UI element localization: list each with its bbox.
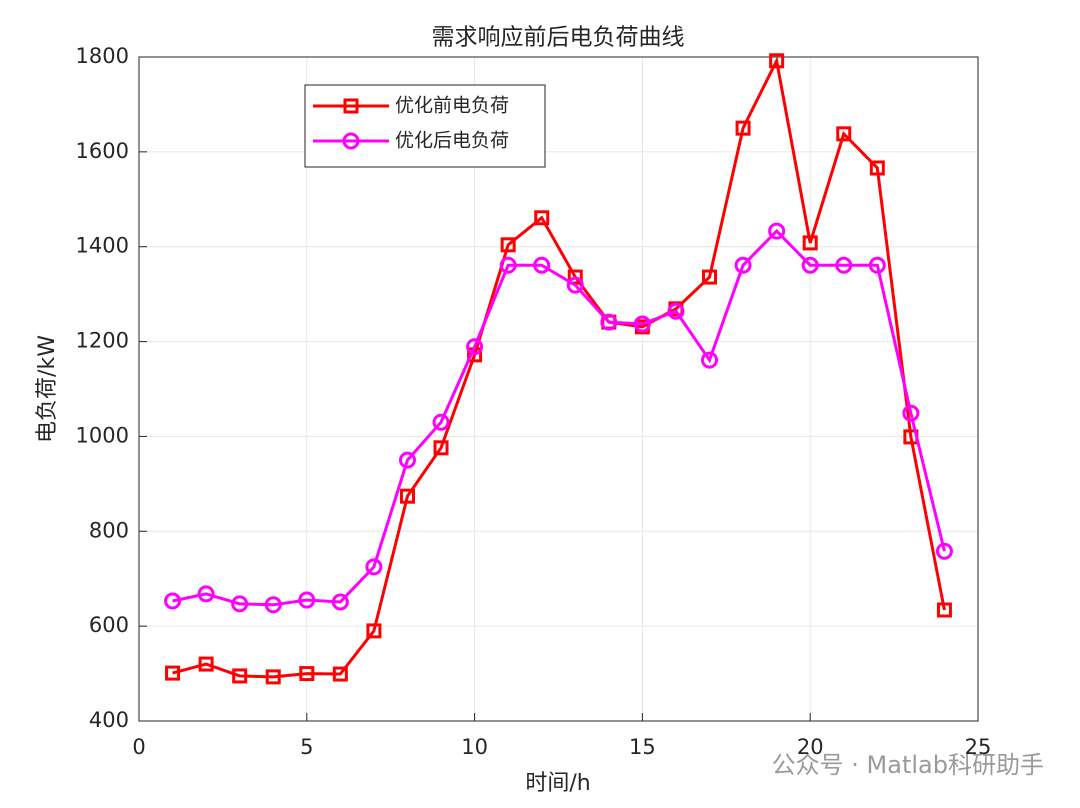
marker [667,302,685,320]
marker [633,315,651,333]
series-line [172,56,946,679]
marker [432,413,450,431]
marker [868,256,886,274]
plot-frame [138,56,979,722]
marker [600,313,618,331]
marker [801,256,819,274]
marker [265,669,281,685]
marker [500,237,516,253]
marker [466,338,484,356]
marker [342,132,360,150]
watermark: 公众号 · Matlab科研助手 [772,751,1044,779]
x-tick-label: 10 [461,735,488,759]
marker [433,440,449,456]
marker [232,668,248,684]
marker [835,256,853,274]
marker [264,596,282,614]
marker [935,542,953,560]
y-tick-label: 1800 [76,44,129,68]
marker [366,623,382,639]
marker [734,256,752,274]
x-axis-label: 时间/h [525,771,590,796]
x-tick-label: 20 [797,735,824,759]
marker [298,591,316,609]
marker [331,593,349,611]
marker [198,656,214,672]
legend-label: 优化后电负荷 [395,130,509,152]
y-tick-label: 1000 [76,423,129,447]
marker [231,595,249,613]
marker [399,488,415,504]
y-tick-label: 800 [89,518,129,542]
x-tick-label: 0 [132,735,145,759]
marker [398,451,416,469]
y-tick-label: 600 [89,613,129,637]
marker [299,666,315,682]
marker [902,404,920,422]
marker [802,235,818,251]
marker [768,222,786,240]
marker [164,592,182,610]
marker [534,210,550,226]
marker [702,269,718,285]
y-axis-label: 电负荷/kW [35,335,60,443]
marker [936,602,952,618]
marker [735,120,751,136]
marker [365,558,383,576]
marker [343,98,359,114]
chart-title: 需求响应前后电负荷曲线 [432,25,685,51]
x-tick-label: 15 [629,735,656,759]
marker [567,269,583,285]
marker [499,256,517,274]
marker [869,160,885,176]
marker [533,256,551,274]
marker [701,351,719,369]
marker [566,276,584,294]
marker [769,53,785,69]
marker [836,126,852,142]
y-tick-label: 1400 [76,234,129,258]
y-tick-label: 1200 [76,329,129,353]
x-tick-label: 25 [965,735,992,759]
y-tick-label: 400 [89,708,129,732]
marker [332,666,348,682]
legend-label: 优化前电负荷 [395,95,509,117]
y-tick-label: 1600 [76,139,129,163]
marker [197,585,215,603]
series-line [172,228,946,607]
marker [165,665,181,681]
x-tick-label: 5 [300,735,313,759]
